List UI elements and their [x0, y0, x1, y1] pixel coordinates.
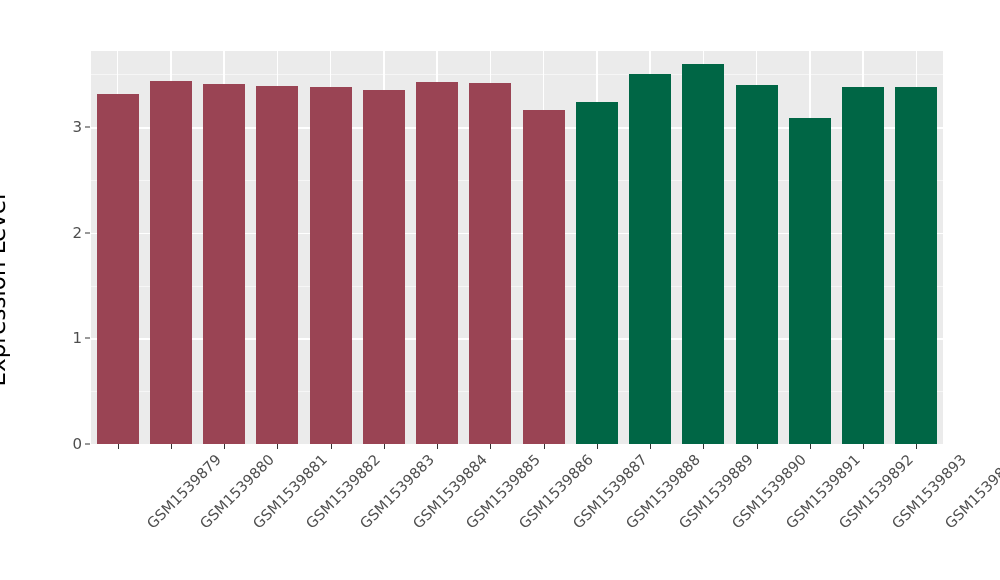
gridline-minor-horizontal	[91, 285, 943, 287]
gridline-major-horizontal	[91, 232, 943, 235]
y-axis-tick-labels: 0 1 2 3	[58, 0, 82, 580]
bar[interactable]	[416, 81, 459, 444]
x-tick-mark	[170, 444, 172, 449]
x-tick-mark	[809, 444, 811, 449]
bar[interactable]	[96, 94, 139, 444]
gridline-major-horizontal	[91, 127, 943, 129]
bar[interactable]	[788, 117, 831, 444]
bar[interactable]	[629, 74, 672, 444]
bar[interactable]	[469, 82, 512, 444]
x-tick-mark	[224, 444, 226, 449]
x-tick-mark	[437, 444, 439, 449]
bar[interactable]	[203, 83, 246, 444]
bar[interactable]	[522, 110, 565, 444]
x-tick-mark	[756, 444, 758, 449]
gridline-minor-horizontal	[91, 74, 943, 76]
x-tick-mark	[490, 444, 492, 449]
gridline-minor-horizontal	[91, 391, 943, 393]
bar[interactable]	[149, 80, 192, 444]
bar[interactable]	[735, 84, 778, 444]
x-tick-mark	[330, 444, 332, 449]
plot-panel	[91, 51, 943, 444]
y-tick-mark	[85, 126, 90, 128]
x-tick-mark	[916, 444, 918, 449]
x-tick-mark	[703, 444, 705, 449]
x-tick-mark	[650, 444, 652, 449]
gridline-minor-horizontal	[91, 179, 943, 181]
x-tick-mark	[863, 444, 865, 449]
bar[interactable]	[895, 86, 938, 444]
y-axis-title-text: Expression Level	[0, 193, 11, 387]
x-tick-mark	[596, 444, 598, 449]
x-tick-mark	[117, 444, 119, 449]
bar[interactable]	[309, 86, 352, 444]
x-tick-mark	[383, 444, 385, 449]
y-tick-label: 1	[72, 329, 82, 348]
gridline-major-horizontal	[91, 338, 943, 340]
y-tick-label: 0	[72, 435, 82, 453]
y-tick-mark	[85, 337, 90, 339]
y-tick-mark	[85, 443, 90, 445]
bar[interactable]	[256, 85, 299, 444]
y-tick-label: 3	[72, 118, 82, 137]
bar[interactable]	[842, 86, 885, 444]
x-tick-mark	[543, 444, 545, 449]
bar[interactable]	[362, 90, 405, 444]
bar[interactable]	[682, 63, 725, 444]
y-tick-mark	[85, 232, 90, 234]
y-tick-label: 2	[72, 223, 82, 242]
x-tick-mark	[277, 444, 279, 449]
bar[interactable]	[575, 101, 618, 444]
